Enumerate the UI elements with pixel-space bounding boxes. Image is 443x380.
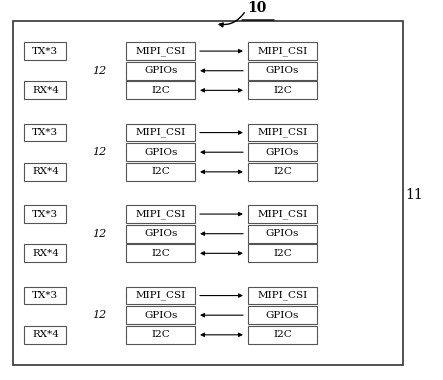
FancyBboxPatch shape bbox=[24, 244, 66, 262]
FancyBboxPatch shape bbox=[126, 306, 195, 324]
Text: I2C: I2C bbox=[273, 330, 292, 339]
Text: I2C: I2C bbox=[273, 167, 292, 176]
Text: RX*4: RX*4 bbox=[32, 330, 59, 339]
FancyBboxPatch shape bbox=[24, 81, 66, 99]
FancyBboxPatch shape bbox=[248, 306, 317, 324]
FancyBboxPatch shape bbox=[248, 143, 317, 161]
Text: GPIOs: GPIOs bbox=[266, 229, 299, 238]
Text: I2C: I2C bbox=[151, 86, 170, 95]
Text: MIPI_CSI: MIPI_CSI bbox=[257, 209, 307, 219]
FancyBboxPatch shape bbox=[126, 205, 195, 223]
FancyBboxPatch shape bbox=[248, 42, 317, 60]
Text: 12: 12 bbox=[93, 147, 107, 157]
Text: 12: 12 bbox=[93, 229, 107, 239]
FancyBboxPatch shape bbox=[126, 62, 195, 80]
FancyBboxPatch shape bbox=[248, 163, 317, 181]
FancyBboxPatch shape bbox=[126, 81, 195, 99]
Text: GPIOs: GPIOs bbox=[266, 311, 299, 320]
Text: GPIOs: GPIOs bbox=[144, 148, 177, 157]
Text: GPIOs: GPIOs bbox=[144, 66, 177, 75]
Text: MIPI_CSI: MIPI_CSI bbox=[136, 128, 186, 138]
FancyBboxPatch shape bbox=[126, 326, 195, 344]
FancyBboxPatch shape bbox=[248, 124, 317, 141]
Text: MIPI_CSI: MIPI_CSI bbox=[136, 291, 186, 301]
FancyBboxPatch shape bbox=[24, 287, 66, 304]
FancyBboxPatch shape bbox=[248, 244, 317, 262]
FancyBboxPatch shape bbox=[126, 163, 195, 181]
Text: GPIOs: GPIOs bbox=[266, 66, 299, 75]
Text: 12: 12 bbox=[93, 66, 107, 76]
FancyBboxPatch shape bbox=[24, 163, 66, 181]
Text: MIPI_CSI: MIPI_CSI bbox=[257, 291, 307, 301]
FancyBboxPatch shape bbox=[24, 42, 66, 60]
FancyBboxPatch shape bbox=[126, 244, 195, 262]
Text: TX*3: TX*3 bbox=[32, 291, 58, 300]
Text: GPIOs: GPIOs bbox=[266, 148, 299, 157]
FancyBboxPatch shape bbox=[126, 42, 195, 60]
Text: 12: 12 bbox=[93, 310, 107, 320]
Text: MIPI_CSI: MIPI_CSI bbox=[136, 209, 186, 219]
Text: I2C: I2C bbox=[151, 249, 170, 258]
FancyBboxPatch shape bbox=[248, 205, 317, 223]
FancyBboxPatch shape bbox=[126, 124, 195, 141]
FancyBboxPatch shape bbox=[126, 143, 195, 161]
FancyBboxPatch shape bbox=[13, 21, 403, 365]
Text: GPIOs: GPIOs bbox=[144, 311, 177, 320]
FancyBboxPatch shape bbox=[24, 326, 66, 344]
FancyBboxPatch shape bbox=[248, 62, 317, 80]
Text: MIPI_CSI: MIPI_CSI bbox=[257, 128, 307, 138]
Text: RX*4: RX*4 bbox=[32, 167, 59, 176]
Text: TX*3: TX*3 bbox=[32, 47, 58, 55]
Text: I2C: I2C bbox=[273, 86, 292, 95]
FancyBboxPatch shape bbox=[248, 81, 317, 99]
FancyBboxPatch shape bbox=[24, 124, 66, 141]
Text: I2C: I2C bbox=[151, 330, 170, 339]
Text: RX*4: RX*4 bbox=[32, 249, 59, 258]
Text: 11: 11 bbox=[405, 188, 423, 202]
Text: I2C: I2C bbox=[151, 167, 170, 176]
Text: MIPI_CSI: MIPI_CSI bbox=[257, 46, 307, 56]
FancyBboxPatch shape bbox=[24, 205, 66, 223]
Text: 10: 10 bbox=[247, 1, 267, 15]
FancyBboxPatch shape bbox=[248, 326, 317, 344]
FancyBboxPatch shape bbox=[248, 287, 317, 304]
FancyBboxPatch shape bbox=[126, 287, 195, 304]
Text: TX*3: TX*3 bbox=[32, 128, 58, 137]
Text: I2C: I2C bbox=[273, 249, 292, 258]
FancyBboxPatch shape bbox=[126, 225, 195, 242]
Text: RX*4: RX*4 bbox=[32, 86, 59, 95]
Text: GPIOs: GPIOs bbox=[144, 229, 177, 238]
Text: TX*3: TX*3 bbox=[32, 209, 58, 218]
FancyBboxPatch shape bbox=[248, 225, 317, 242]
Text: MIPI_CSI: MIPI_CSI bbox=[136, 46, 186, 56]
